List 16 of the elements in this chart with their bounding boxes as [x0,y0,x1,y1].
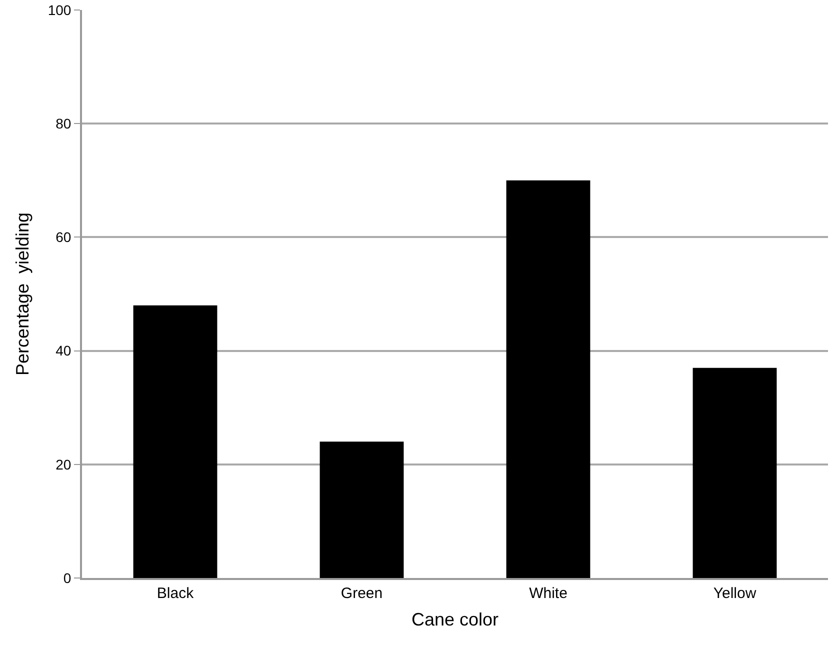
x-axis-title: Cane color [411,610,499,630]
y-tick-label: 100 [48,2,72,18]
x-tick-label: Black [156,585,194,602]
y-tick-label: 40 [56,342,72,359]
x-tick-label: Green [340,585,383,602]
x-tick-label: White [529,585,568,602]
x-tick-label: Yellow [713,585,756,602]
bar [692,368,777,578]
y-tick-label: 80 [56,116,72,132]
y-axis-title: Percentage yielding [12,212,33,376]
bar [320,442,404,578]
y-tick-label: 20 [56,456,72,472]
bar [133,305,218,578]
y-tick-label: 0 [63,570,72,586]
y-tick-label: 60 [56,229,72,246]
bar [506,180,590,578]
